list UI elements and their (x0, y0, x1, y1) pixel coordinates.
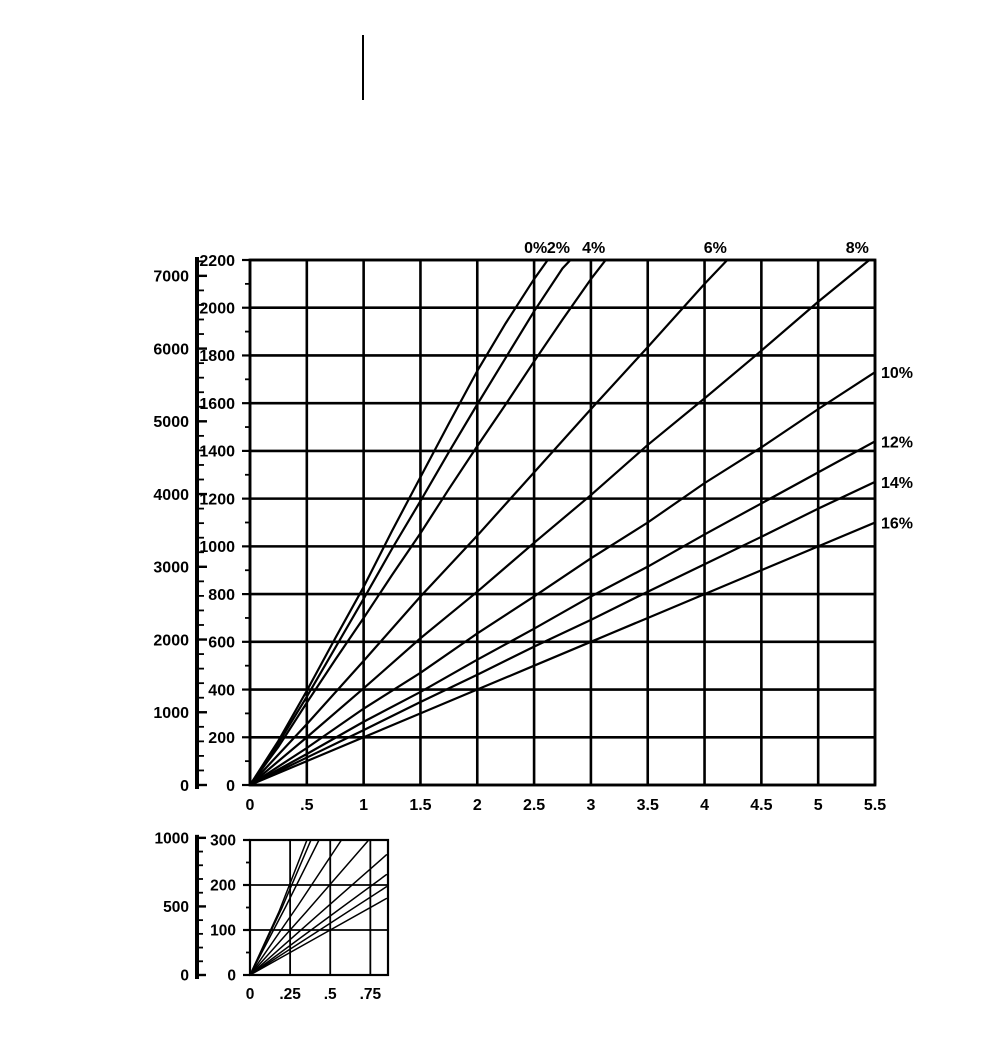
svg-text:4: 4 (700, 797, 709, 814)
svg-text:4%: 4% (582, 240, 605, 257)
svg-text:1600: 1600 (199, 396, 235, 413)
svg-text:5: 5 (814, 797, 823, 814)
svg-text:0%: 0% (524, 240, 547, 257)
svg-text:14%: 14% (881, 475, 913, 492)
svg-text:1000: 1000 (199, 539, 235, 556)
svg-text:1000: 1000 (153, 705, 189, 722)
svg-text:0: 0 (246, 797, 255, 814)
svg-text:0: 0 (246, 986, 255, 1003)
svg-text:800: 800 (208, 587, 235, 604)
svg-text:400: 400 (208, 682, 235, 699)
svg-text:1400: 1400 (199, 444, 235, 461)
svg-text:1000: 1000 (155, 830, 189, 847)
svg-text:1.5: 1.5 (409, 797, 431, 814)
svg-text:7000: 7000 (153, 269, 189, 286)
svg-text:300: 300 (210, 833, 236, 850)
svg-text:100: 100 (210, 923, 236, 940)
svg-text:0: 0 (227, 968, 236, 985)
svg-text:500: 500 (163, 899, 189, 916)
svg-text:0: 0 (180, 968, 189, 985)
svg-text:12%: 12% (881, 434, 913, 451)
svg-text:16%: 16% (881, 516, 913, 533)
svg-text:1800: 1800 (199, 348, 235, 365)
svg-text:2.5: 2.5 (523, 797, 545, 814)
svg-text:4.5: 4.5 (750, 797, 772, 814)
svg-text:2200: 2200 (199, 253, 235, 270)
svg-text:.5: .5 (300, 797, 313, 814)
svg-text:4000: 4000 (153, 487, 189, 504)
svg-text:6000: 6000 (153, 341, 189, 358)
svg-text:2000: 2000 (153, 632, 189, 649)
svg-text:0: 0 (180, 778, 189, 795)
svg-text:600: 600 (208, 635, 235, 652)
stray-vertical-line (362, 35, 364, 100)
svg-text:200: 200 (210, 878, 236, 895)
svg-text:.5: .5 (324, 986, 337, 1003)
svg-text:3000: 3000 (153, 560, 189, 577)
svg-text:10%: 10% (881, 365, 913, 382)
svg-text:2000: 2000 (199, 300, 235, 317)
svg-text:3: 3 (586, 797, 595, 814)
svg-text:1200: 1200 (199, 491, 235, 508)
svg-text:5000: 5000 (153, 414, 189, 431)
svg-text:3.5: 3.5 (637, 797, 659, 814)
svg-text:0: 0 (226, 778, 235, 795)
svg-text:.25: .25 (279, 986, 301, 1003)
svg-text:8%: 8% (846, 240, 869, 257)
svg-text:5.5: 5.5 (864, 797, 886, 814)
svg-text:6%: 6% (704, 240, 727, 257)
svg-text:.75: .75 (360, 986, 382, 1003)
svg-text:2: 2 (473, 797, 482, 814)
svg-text:2%: 2% (547, 240, 570, 257)
svg-text:1: 1 (359, 797, 368, 814)
svg-text:200: 200 (208, 730, 235, 747)
